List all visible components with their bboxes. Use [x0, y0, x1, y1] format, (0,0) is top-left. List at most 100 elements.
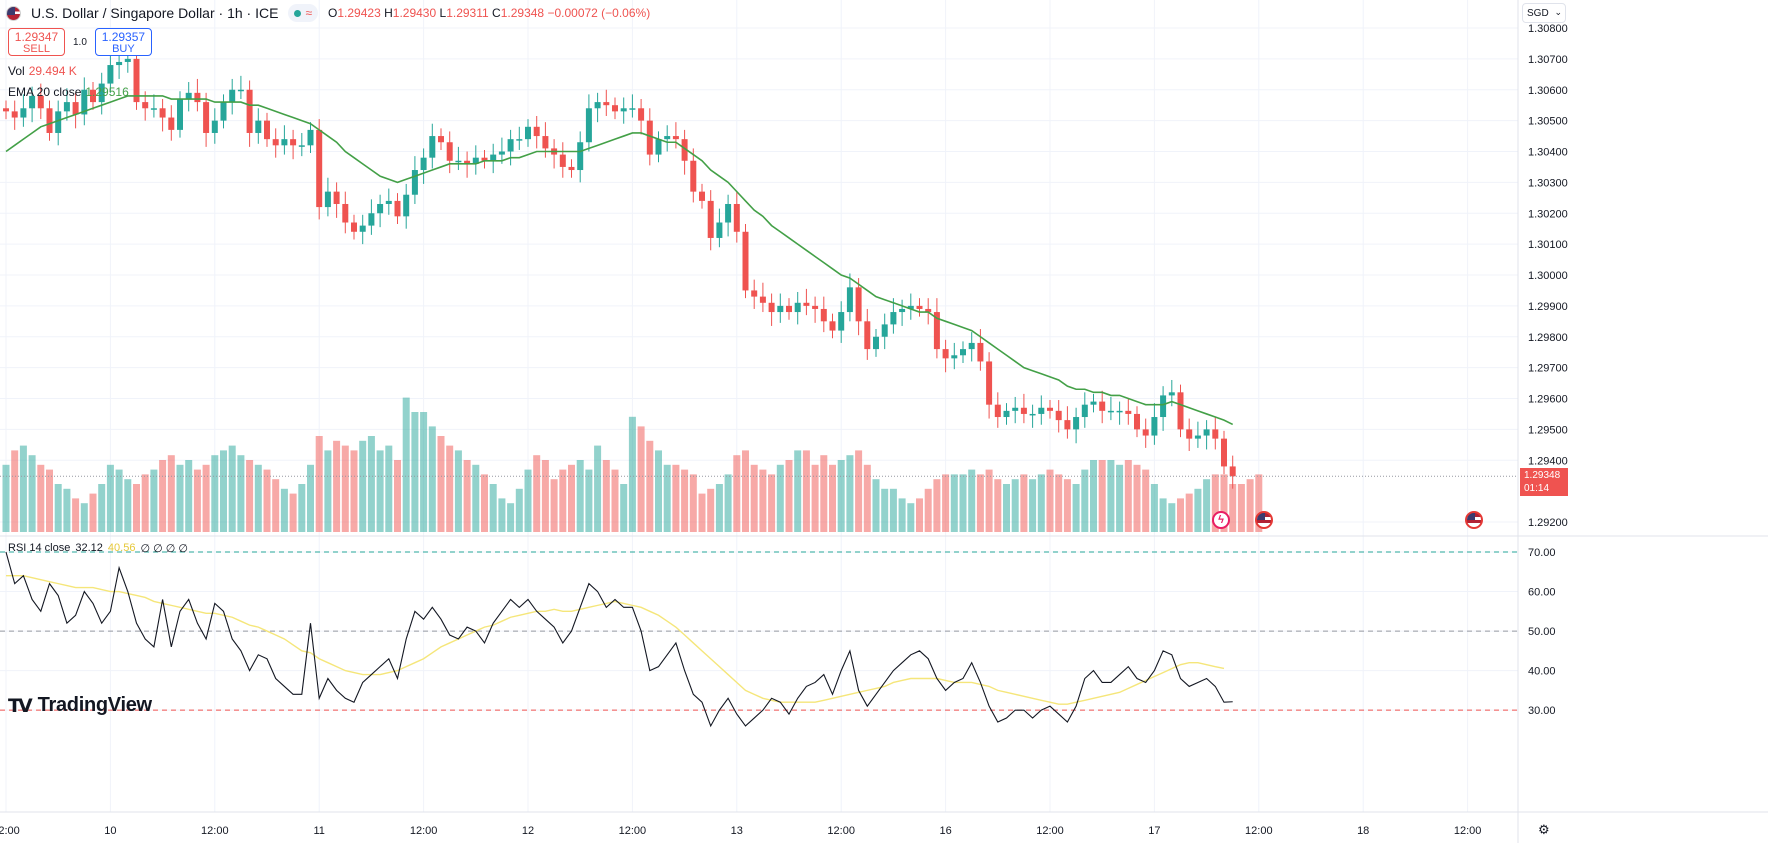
volume-bar — [1133, 464, 1141, 532]
volume-bar — [228, 445, 236, 532]
candle-body — [142, 102, 149, 109]
volume-bar — [159, 460, 167, 532]
sell-button[interactable]: 1.29347 SELL — [8, 28, 65, 56]
candle-body — [255, 120, 262, 133]
buy-button[interactable]: 1.29357 BUY — [94, 28, 152, 56]
volume-bar — [611, 469, 619, 532]
volume-bar — [1150, 484, 1158, 532]
time-axis-label: 12:00 — [0, 825, 20, 837]
volume-bar — [785, 460, 793, 532]
volume-bar — [246, 460, 254, 532]
candle-body — [1107, 410, 1114, 413]
candle-body — [150, 108, 157, 110]
candle-body — [1125, 410, 1132, 414]
sell-price: 1.29347 — [14, 30, 59, 44]
candle-body — [246, 89, 253, 133]
ema-legend[interactable]: EMA 20 close 1.29516 — [8, 85, 129, 99]
volume-bar — [463, 460, 471, 532]
market-status[interactable]: ≈ — [288, 4, 319, 22]
rsi-axis-label: 40.00 — [1528, 666, 1556, 678]
volume-bar — [489, 484, 497, 532]
candle-body — [185, 92, 192, 100]
grid-lines — [0, 0, 1518, 812]
volume-bar — [994, 479, 1002, 532]
candlesticks — [3, 46, 1236, 489]
candle-body — [925, 308, 932, 313]
us-event-icon[interactable] — [1465, 511, 1483, 529]
candle-body — [629, 108, 636, 110]
candle-body — [881, 324, 888, 337]
candle-body — [1229, 466, 1236, 477]
volume-bar — [19, 445, 27, 532]
candle-body — [1012, 407, 1019, 411]
candle-body — [211, 120, 218, 133]
volume-bar — [568, 464, 575, 532]
volume-bar — [628, 416, 636, 532]
rsi-ma-value: 40.56 — [107, 542, 136, 554]
price-axis-label: 1.30300 — [1528, 177, 1568, 189]
volume-bar — [672, 464, 680, 532]
candle-body — [429, 136, 436, 158]
bar-countdown: 01:14 — [1524, 483, 1550, 495]
volume-bar — [98, 484, 106, 532]
gear-icon[interactable]: ⚙ — [1538, 822, 1550, 837]
candle-body — [777, 305, 784, 313]
rsi-ma-line — [6, 575, 1225, 705]
candle-body — [707, 200, 714, 238]
rsi-line — [5, 551, 1233, 728]
volume-legend[interactable]: Vol 29.494 K — [8, 64, 77, 78]
candle-body — [1020, 407, 1027, 414]
us-event-icon[interactable] — [1255, 511, 1273, 529]
rsi-legend[interactable]: RSI 14 close 32.12 40.56 ∅ ∅ ∅ ∅ — [8, 542, 188, 555]
volume-bar — [959, 474, 967, 532]
candle-body — [533, 126, 540, 137]
volume-bars — [2, 397, 1263, 532]
candle-body — [1003, 410, 1010, 418]
candle-body — [1194, 435, 1201, 439]
volume-bar — [1203, 479, 1211, 532]
volume-bar — [924, 488, 932, 532]
last-price: 1.29348 — [1524, 470, 1561, 482]
lightning-event-icon[interactable]: ϟ — [1212, 511, 1230, 529]
volume-bar — [1055, 474, 1063, 532]
symbol-title[interactable]: U.S. Dollar / Singapore Dollar · 1h · IC… — [31, 5, 279, 21]
candle-body — [220, 102, 227, 121]
us-flag-icon — [6, 5, 21, 21]
candle-body — [838, 312, 845, 331]
candle-body — [438, 136, 444, 143]
volume-bar — [689, 474, 697, 532]
volume-bar — [907, 503, 915, 532]
volume-bar — [733, 455, 741, 532]
volume-bar — [193, 469, 201, 532]
currency-select[interactable]: SGD ⌄ — [1522, 3, 1566, 23]
candle-body — [1151, 417, 1158, 436]
time-axis-label: 17 — [1148, 825, 1160, 837]
volume-bar — [1046, 469, 1054, 532]
spread-value: 1.0 — [73, 36, 87, 48]
candle-body — [107, 65, 114, 84]
volume-bar — [446, 445, 454, 532]
volume-bar — [1063, 479, 1071, 532]
candle-body — [1099, 401, 1106, 411]
candle-body — [1064, 420, 1071, 430]
time-axis-label: 12:00 — [827, 825, 855, 837]
volume-bar — [985, 469, 993, 532]
candle-body — [542, 136, 549, 149]
buy-price: 1.29357 — [101, 30, 146, 44]
candle-body — [133, 58, 140, 103]
volume-bar — [707, 488, 715, 532]
tradingview-logo[interactable]: TV TradingView — [8, 694, 152, 717]
volume-bar — [541, 460, 549, 532]
candle-body — [646, 120, 653, 155]
candle-body — [481, 157, 488, 161]
candle-body — [72, 102, 79, 115]
volume-bar — [498, 498, 506, 532]
volume-bar — [768, 474, 776, 532]
volume-bar — [681, 469, 689, 532]
volume-bar — [602, 460, 610, 532]
candle-body — [298, 145, 305, 147]
volume-bar — [124, 479, 132, 532]
candle-body — [916, 305, 923, 309]
candle-body — [672, 136, 679, 140]
